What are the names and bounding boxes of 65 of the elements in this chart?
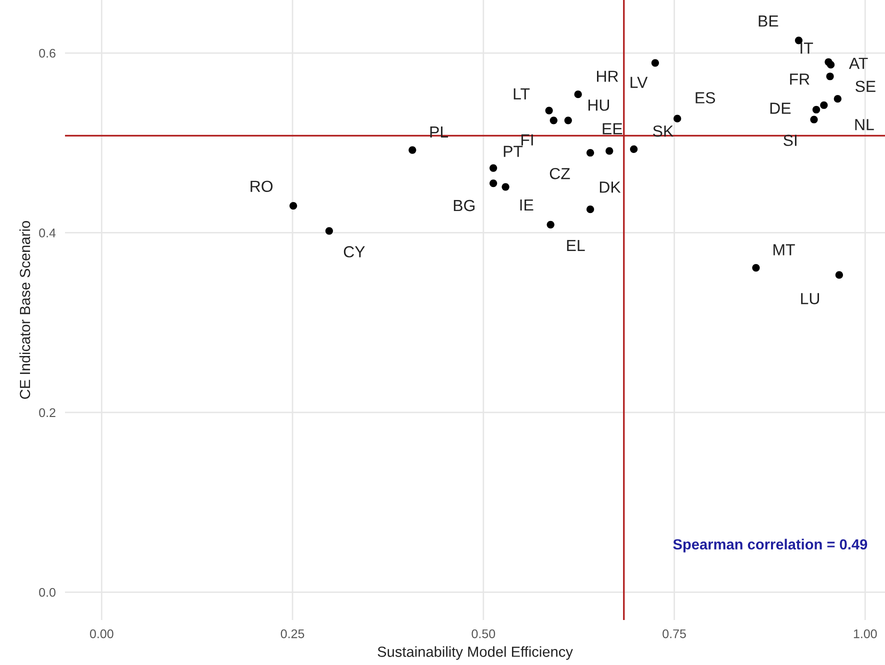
point <box>490 180 498 188</box>
annotation: SE <box>856 80 876 92</box>
y-tick-label: 0.4 <box>39 228 56 238</box>
annotation: LT <box>514 88 530 100</box>
point <box>834 95 842 103</box>
x-tick-label: 0.25 <box>280 629 304 638</box>
point <box>546 220 554 228</box>
annotation: PT <box>504 146 523 157</box>
annotation: CZ <box>550 168 570 180</box>
annotation: CY <box>344 246 365 258</box>
annotation: NL <box>855 119 874 130</box>
point <box>826 60 835 68</box>
point <box>812 106 820 114</box>
point <box>752 264 760 272</box>
annotation: FI <box>521 134 533 146</box>
point <box>826 72 834 80</box>
point <box>574 90 582 98</box>
annotation: SK <box>653 125 674 137</box>
annotation: SI <box>784 134 796 146</box>
y-axis-title: CE Indicator Base Scenario <box>19 221 30 399</box>
annotation: FR <box>790 74 810 85</box>
point <box>606 147 614 155</box>
annotation: IT <box>800 42 814 54</box>
annotation: RO <box>250 180 273 192</box>
annotation: PL <box>430 126 448 138</box>
annotation: LU <box>801 293 819 304</box>
point <box>289 202 298 210</box>
annotation: EE <box>602 123 622 134</box>
point <box>835 271 843 279</box>
annotation: MT <box>774 244 795 256</box>
annotation: ES <box>696 92 716 104</box>
point <box>325 227 333 235</box>
x-tick-label: 1.00 <box>854 629 877 638</box>
point <box>586 148 594 157</box>
x-axis-title: Sustainability Model Efficiency <box>378 646 573 660</box>
point <box>630 145 638 153</box>
annotation: LV <box>630 76 648 88</box>
y-tick-label: 0.2 <box>39 408 56 418</box>
point <box>545 106 553 114</box>
annotation: EL <box>567 240 585 251</box>
x-tick-label: 0.75 <box>662 629 686 638</box>
point <box>586 206 594 214</box>
annotation: DK <box>600 182 621 193</box>
point <box>564 116 572 124</box>
point <box>550 116 558 124</box>
annotation: HR <box>597 70 618 82</box>
annotation: DE <box>770 102 791 114</box>
annotation: BG <box>454 200 474 212</box>
annotation: IE <box>520 199 534 210</box>
point <box>810 116 818 124</box>
point <box>820 101 828 109</box>
x-tick-label: 0.50 <box>472 629 496 638</box>
y-tick-label: 0.0 <box>39 588 56 597</box>
point <box>794 36 803 44</box>
point <box>651 59 659 67</box>
y-tick-label: 0.6 <box>39 48 56 58</box>
x-tick-label: 0.00 <box>90 629 114 638</box>
point <box>408 146 416 154</box>
point <box>490 164 498 172</box>
annotation: BE <box>758 16 778 27</box>
annotation: HU <box>588 100 610 111</box>
annotation: AT <box>848 58 868 69</box>
annotation: Spearman correlation = 0.49 <box>673 538 868 552</box>
point <box>502 183 510 191</box>
point <box>674 114 682 122</box>
